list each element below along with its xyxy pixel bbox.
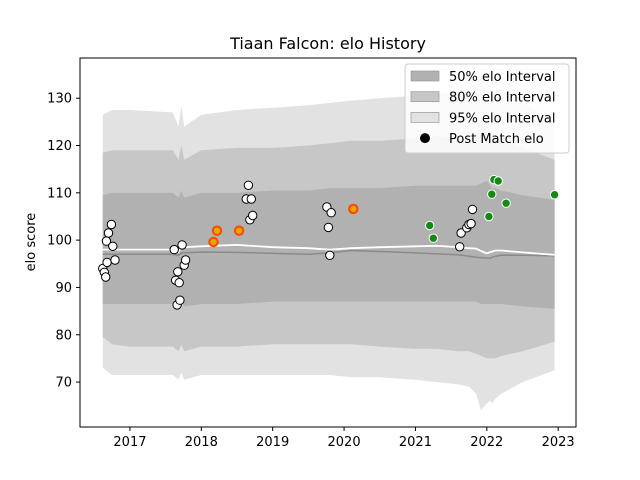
data-point-34 (456, 228, 466, 238)
data-point-32 (428, 233, 438, 243)
post-match-elo-points (98, 174, 560, 310)
legend-marker-post-match (420, 133, 430, 144)
legend-label: 95% elo Interval (449, 111, 556, 126)
elo-trend-lines (102, 243, 555, 259)
legend-swatch-band95 (410, 112, 440, 123)
data-point-3 (102, 257, 112, 268)
y-tick-label: 80 (55, 328, 72, 343)
x-tick-label: 2020 (328, 435, 361, 450)
mean-elo-line (102, 243, 555, 256)
data-point-39 (484, 211, 494, 222)
data-point-37 (466, 218, 476, 229)
legend-box (404, 63, 570, 154)
data-point-17 (180, 255, 191, 265)
median-elo-line (102, 249, 555, 259)
legend-swatch-band50 (410, 70, 440, 82)
data-point-29 (326, 208, 336, 218)
legend: 50% elo Interval 80% elo Interval 95% elo … (404, 63, 570, 154)
data-point-42 (493, 176, 503, 186)
data-point-31 (425, 220, 435, 231)
data-point-20 (233, 225, 245, 236)
x-axis: 2017 2018 2019 2020 2021 2022 2023 (113, 427, 575, 450)
legend-label: 50% elo Interval (449, 70, 556, 85)
x-tick-label: 2018 (185, 435, 218, 450)
x-tick-label: 2022 (470, 435, 503, 450)
data-point-12 (173, 267, 183, 277)
data-point-2 (101, 272, 111, 282)
data-point-27 (323, 222, 334, 233)
y-tick-label: 130 (47, 92, 72, 107)
data-point-5 (103, 228, 114, 238)
data-point-38 (467, 204, 478, 215)
x-tick-label: 2017 (113, 435, 146, 450)
y-tick-label: 70 (55, 376, 72, 391)
y-tick-label: 100 (47, 234, 72, 249)
chart-title: Tiaan Falcon: elo History (229, 34, 426, 53)
legend-label: Post Match elo (449, 132, 544, 147)
data-point-18 (208, 236, 219, 248)
data-point-30 (348, 203, 359, 215)
plot-area (98, 74, 560, 411)
data-point-7 (108, 241, 118, 252)
plot-frame (79, 57, 577, 428)
data-point-6 (106, 219, 117, 230)
data-point-9 (169, 244, 179, 255)
data-point-19 (211, 225, 223, 236)
y-tick-label: 120 (47, 139, 72, 154)
data-point-43 (501, 198, 511, 208)
y-tick-label: 110 (47, 186, 72, 201)
y-axis: 70 80 90 100 110 120 130 (47, 92, 80, 391)
data-point-28 (325, 250, 335, 261)
band-50-percent (102, 181, 555, 309)
data-point-15 (177, 240, 187, 250)
data-point-44 (549, 190, 560, 200)
x-tick-label: 2021 (399, 435, 432, 450)
x-tick-label: 2019 (256, 435, 289, 450)
data-point-13 (174, 278, 184, 288)
data-point-8 (110, 255, 120, 265)
data-point-33 (455, 242, 465, 252)
data-point-24 (246, 194, 257, 204)
data-point-14 (175, 295, 185, 305)
y-tick-label: 90 (55, 281, 72, 296)
y-axis-label: elo score (24, 213, 39, 272)
x-tick-label: 2023 (542, 435, 575, 450)
data-point-22 (243, 180, 254, 191)
elo-interval-bands (102, 74, 555, 411)
data-point-40 (487, 189, 497, 199)
legend-swatch-band80 (410, 91, 440, 103)
data-point-25 (248, 210, 258, 221)
legend-label: 80% elo Interval (449, 91, 556, 106)
